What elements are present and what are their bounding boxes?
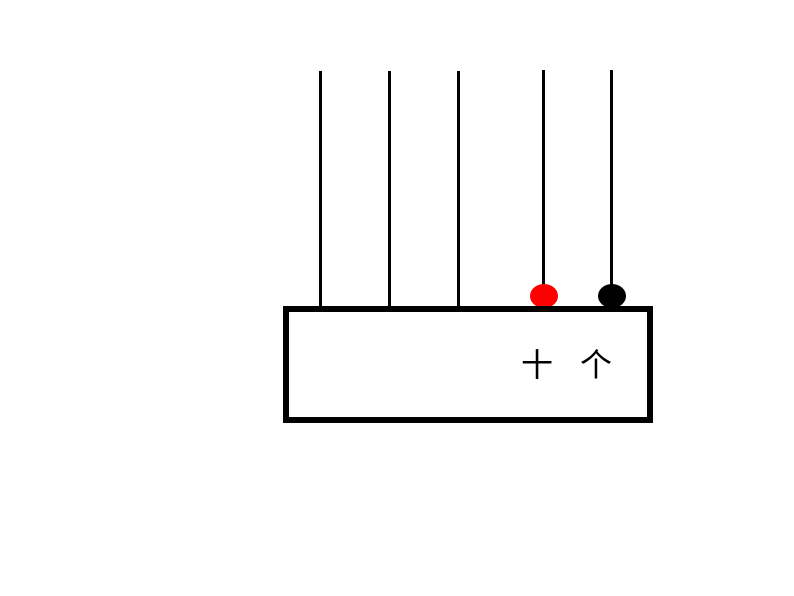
rod-4 <box>542 70 545 306</box>
label-ones: 个 <box>580 340 612 386</box>
abacus-base-box: 十 个 <box>283 306 653 423</box>
label-tens: 十 <box>521 340 553 386</box>
bead-tens-red <box>530 284 558 308</box>
rod-2 <box>388 71 391 306</box>
bead-ones-black <box>598 284 626 308</box>
rod-5 <box>610 70 613 306</box>
rod-3 <box>457 71 460 306</box>
rod-1 <box>319 71 322 306</box>
